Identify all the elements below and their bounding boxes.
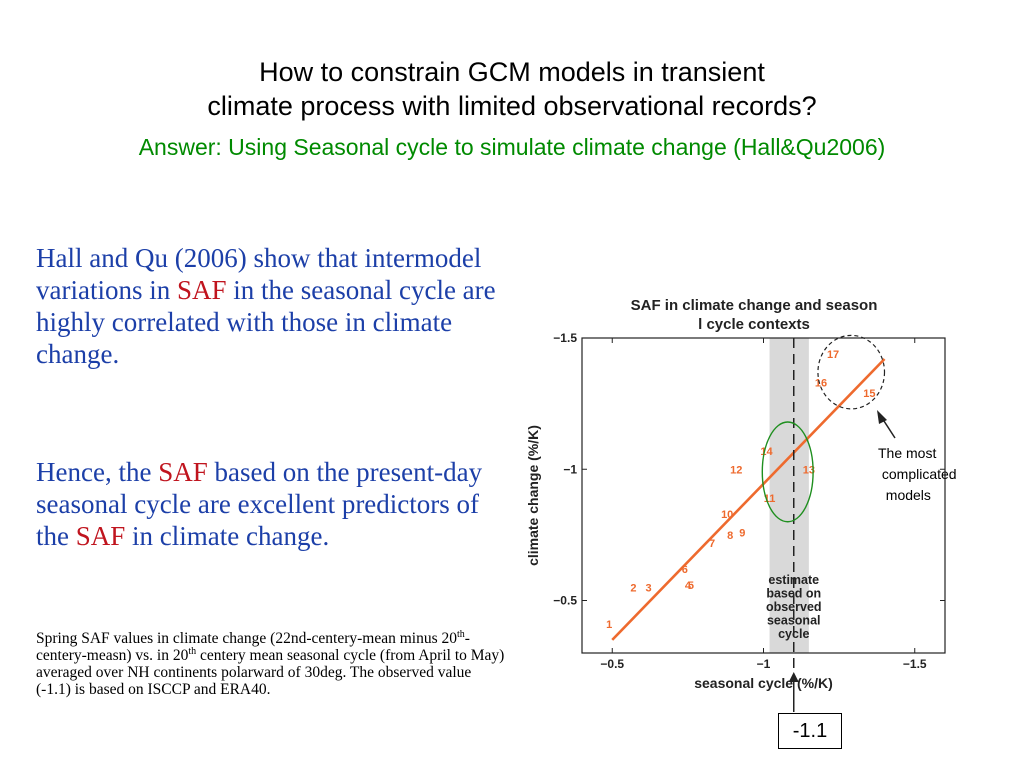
- most-complicated-models-callout: The most complicated models: [878, 443, 978, 506]
- y-axis-label: climate change (%/K): [525, 425, 541, 566]
- saf-highlight: SAF: [75, 521, 126, 551]
- note-text-c: centery mean seasonal cycle (from April …: [36, 647, 505, 698]
- note-superscript: th: [188, 645, 197, 657]
- model-point-label: 14: [760, 446, 773, 458]
- callout-arrow-head: [877, 410, 887, 424]
- paragraph-predictors: Hence, the SAF based on the present-day …: [36, 456, 506, 552]
- model-point-label: 12: [730, 464, 742, 476]
- y-tick-label: −0.5: [553, 594, 577, 608]
- x-tick-label: −1.5: [903, 657, 927, 671]
- complicated-models-circle: [817, 334, 886, 410]
- callout-line: The most: [878, 445, 937, 461]
- callout-line: complicated: [878, 466, 957, 482]
- observed-arrow-head: [788, 672, 799, 682]
- model-point-label: 17: [827, 349, 839, 361]
- saf-highlight: SAF: [158, 457, 208, 487]
- model-point-label: 15: [863, 388, 875, 400]
- p1-text-b: in the seasonal cycle are highly correla…: [36, 275, 496, 369]
- p1-text-a: Hall and Qu (2006) show that intermodel …: [36, 243, 482, 305]
- model-point-label: 16: [815, 378, 827, 390]
- model-point-label: 9: [739, 527, 745, 539]
- model-point-label: 2: [630, 582, 636, 594]
- observed-consistent-models-circle: [761, 421, 814, 523]
- saf-highlight: SAF: [176, 275, 227, 305]
- model-point-label: 6: [682, 564, 688, 576]
- paragraph-correlation: Hall and Qu (2006) show that intermodel …: [36, 242, 506, 370]
- chart-title-line1: SAF in climate change and season: [631, 297, 878, 314]
- estimate-label-line: observed: [766, 600, 822, 614]
- model-point-label: 5: [688, 580, 694, 592]
- model-point-label: 10: [721, 509, 733, 521]
- note-superscript: th: [456, 628, 465, 640]
- model-point-label: 3: [645, 582, 651, 594]
- estimate-label-line: cycle: [778, 627, 809, 641]
- estimate-label-line: estimate: [768, 573, 819, 587]
- regression-line: [611, 358, 886, 641]
- observed-value-box: -1.1: [778, 713, 842, 749]
- figure-caption-note: Spring SAF values in climate change (22n…: [36, 628, 506, 698]
- x-tick-label: −0.5: [600, 657, 624, 671]
- callout-line: models: [878, 487, 931, 503]
- model-point-label: 13: [803, 464, 815, 476]
- slide-title-line2: climate process with limited observation…: [207, 91, 817, 121]
- estimate-label-line: seasonal: [767, 614, 821, 628]
- note-text-b: -centery-measn) vs. in 20: [36, 630, 470, 664]
- chart-title-line2: l cycle contexts: [698, 316, 810, 333]
- model-point-label: 1: [606, 619, 612, 631]
- y-tick-label: −1.5: [553, 331, 577, 345]
- y-tick-label: −1: [563, 462, 577, 476]
- note-text-a: Spring SAF values in climate change (22n…: [36, 630, 457, 647]
- model-point-label: 7: [709, 538, 715, 550]
- model-point-label: 8: [727, 530, 733, 542]
- model-point-label: 4: [685, 580, 692, 592]
- plot-area: −0.5 −1 −1.5 −0.5 −1 −1.5 seasonal cycle (%/K)…: [525, 331, 946, 712]
- p2-text-a: Hence, the: [36, 457, 159, 487]
- estimate-band: [769, 338, 809, 653]
- x-tick-label: −1: [757, 657, 771, 671]
- p2-text-b: based on the present-day seasonal cycle …: [36, 457, 483, 551]
- slide-answer: Answer: Using Seasonal cycle to simulate…: [138, 134, 886, 160]
- slide-title-line1: How to constrain GCM models in transient: [259, 57, 765, 87]
- model-point-label: 11: [764, 493, 776, 505]
- p2-text-c: in climate change.: [125, 521, 330, 551]
- estimate-label-line: based on: [766, 587, 821, 601]
- x-axis-label: seasonal cycle (%/K): [694, 675, 833, 691]
